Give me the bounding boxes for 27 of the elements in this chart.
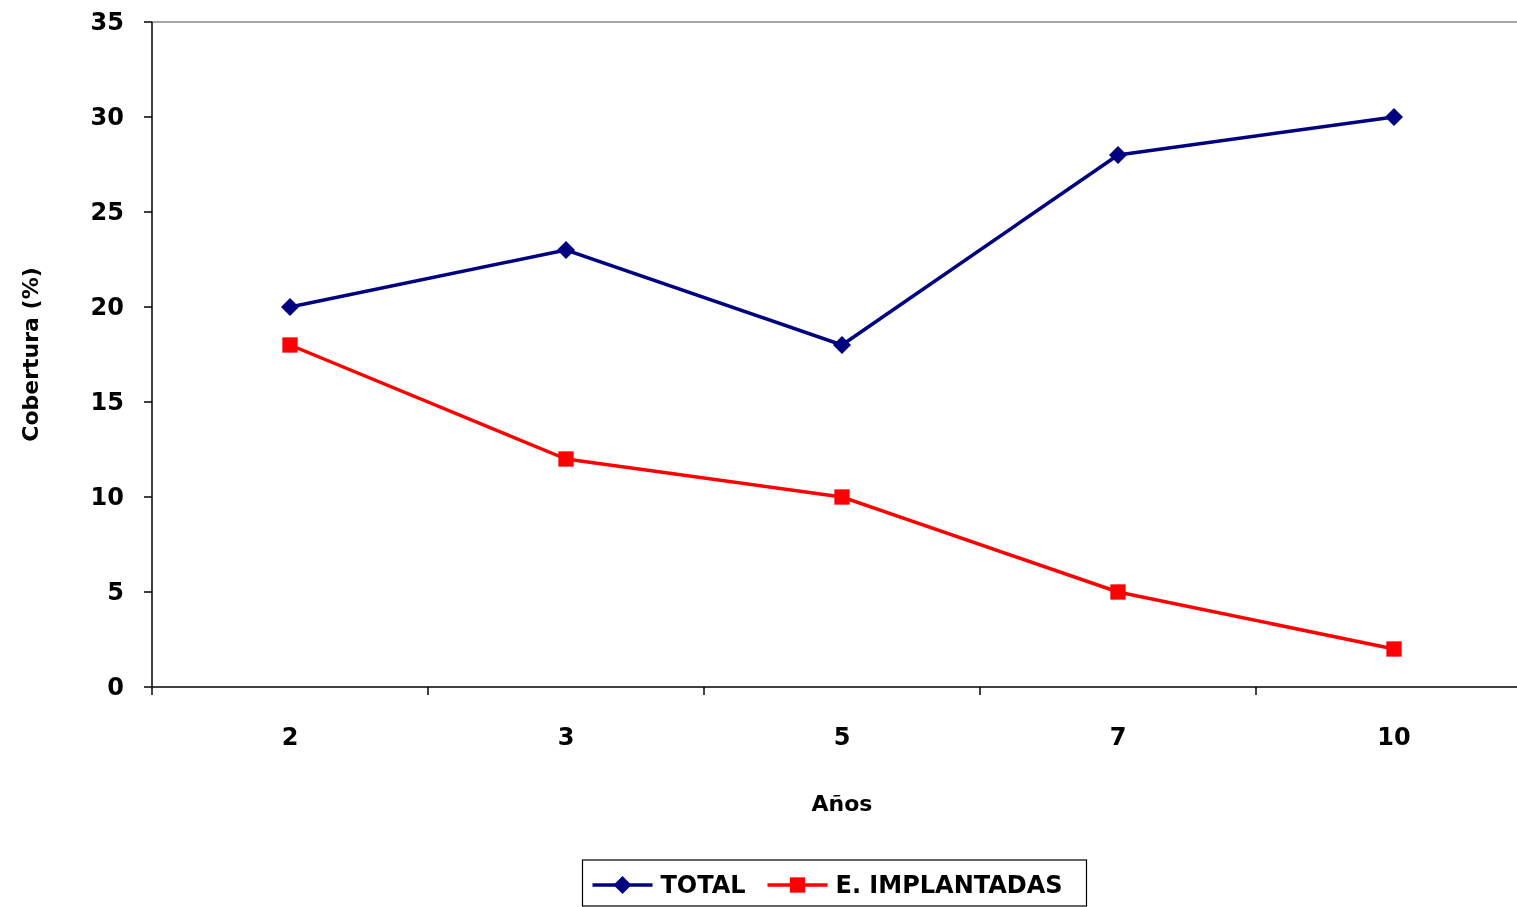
point — [1385, 108, 1403, 126]
y-tick-label: 15 — [90, 388, 124, 417]
point — [833, 336, 851, 354]
point — [558, 451, 574, 467]
y-axis-title: Cobertura (%) — [17, 267, 43, 442]
y-tick-label: 20 — [90, 293, 124, 322]
point — [834, 489, 850, 505]
point — [282, 337, 298, 353]
x-axis-title: Años — [811, 790, 873, 816]
point — [1386, 641, 1402, 657]
y-tick-label: 10 — [90, 483, 124, 512]
y-tick-label: 30 — [90, 103, 124, 132]
legend-label: E. IMPLANTADAS — [835, 871, 1063, 900]
legend-label: TOTAL — [660, 871, 746, 900]
x-tick-label: 7 — [1109, 723, 1127, 752]
y-tick-label: 5 — [107, 578, 124, 607]
point — [281, 298, 299, 316]
x-tick-label: 3 — [557, 723, 575, 752]
x-tick-label: 10 — [1377, 723, 1411, 752]
point — [1110, 584, 1126, 600]
x-tick-label: 5 — [833, 723, 851, 752]
x-tick-label: 2 — [281, 723, 299, 752]
y-tick-label: 25 — [90, 198, 124, 227]
point — [1109, 146, 1127, 164]
point — [557, 241, 575, 259]
y-tick-label: 0 — [107, 673, 124, 702]
y-tick-label: 35 — [90, 8, 124, 37]
